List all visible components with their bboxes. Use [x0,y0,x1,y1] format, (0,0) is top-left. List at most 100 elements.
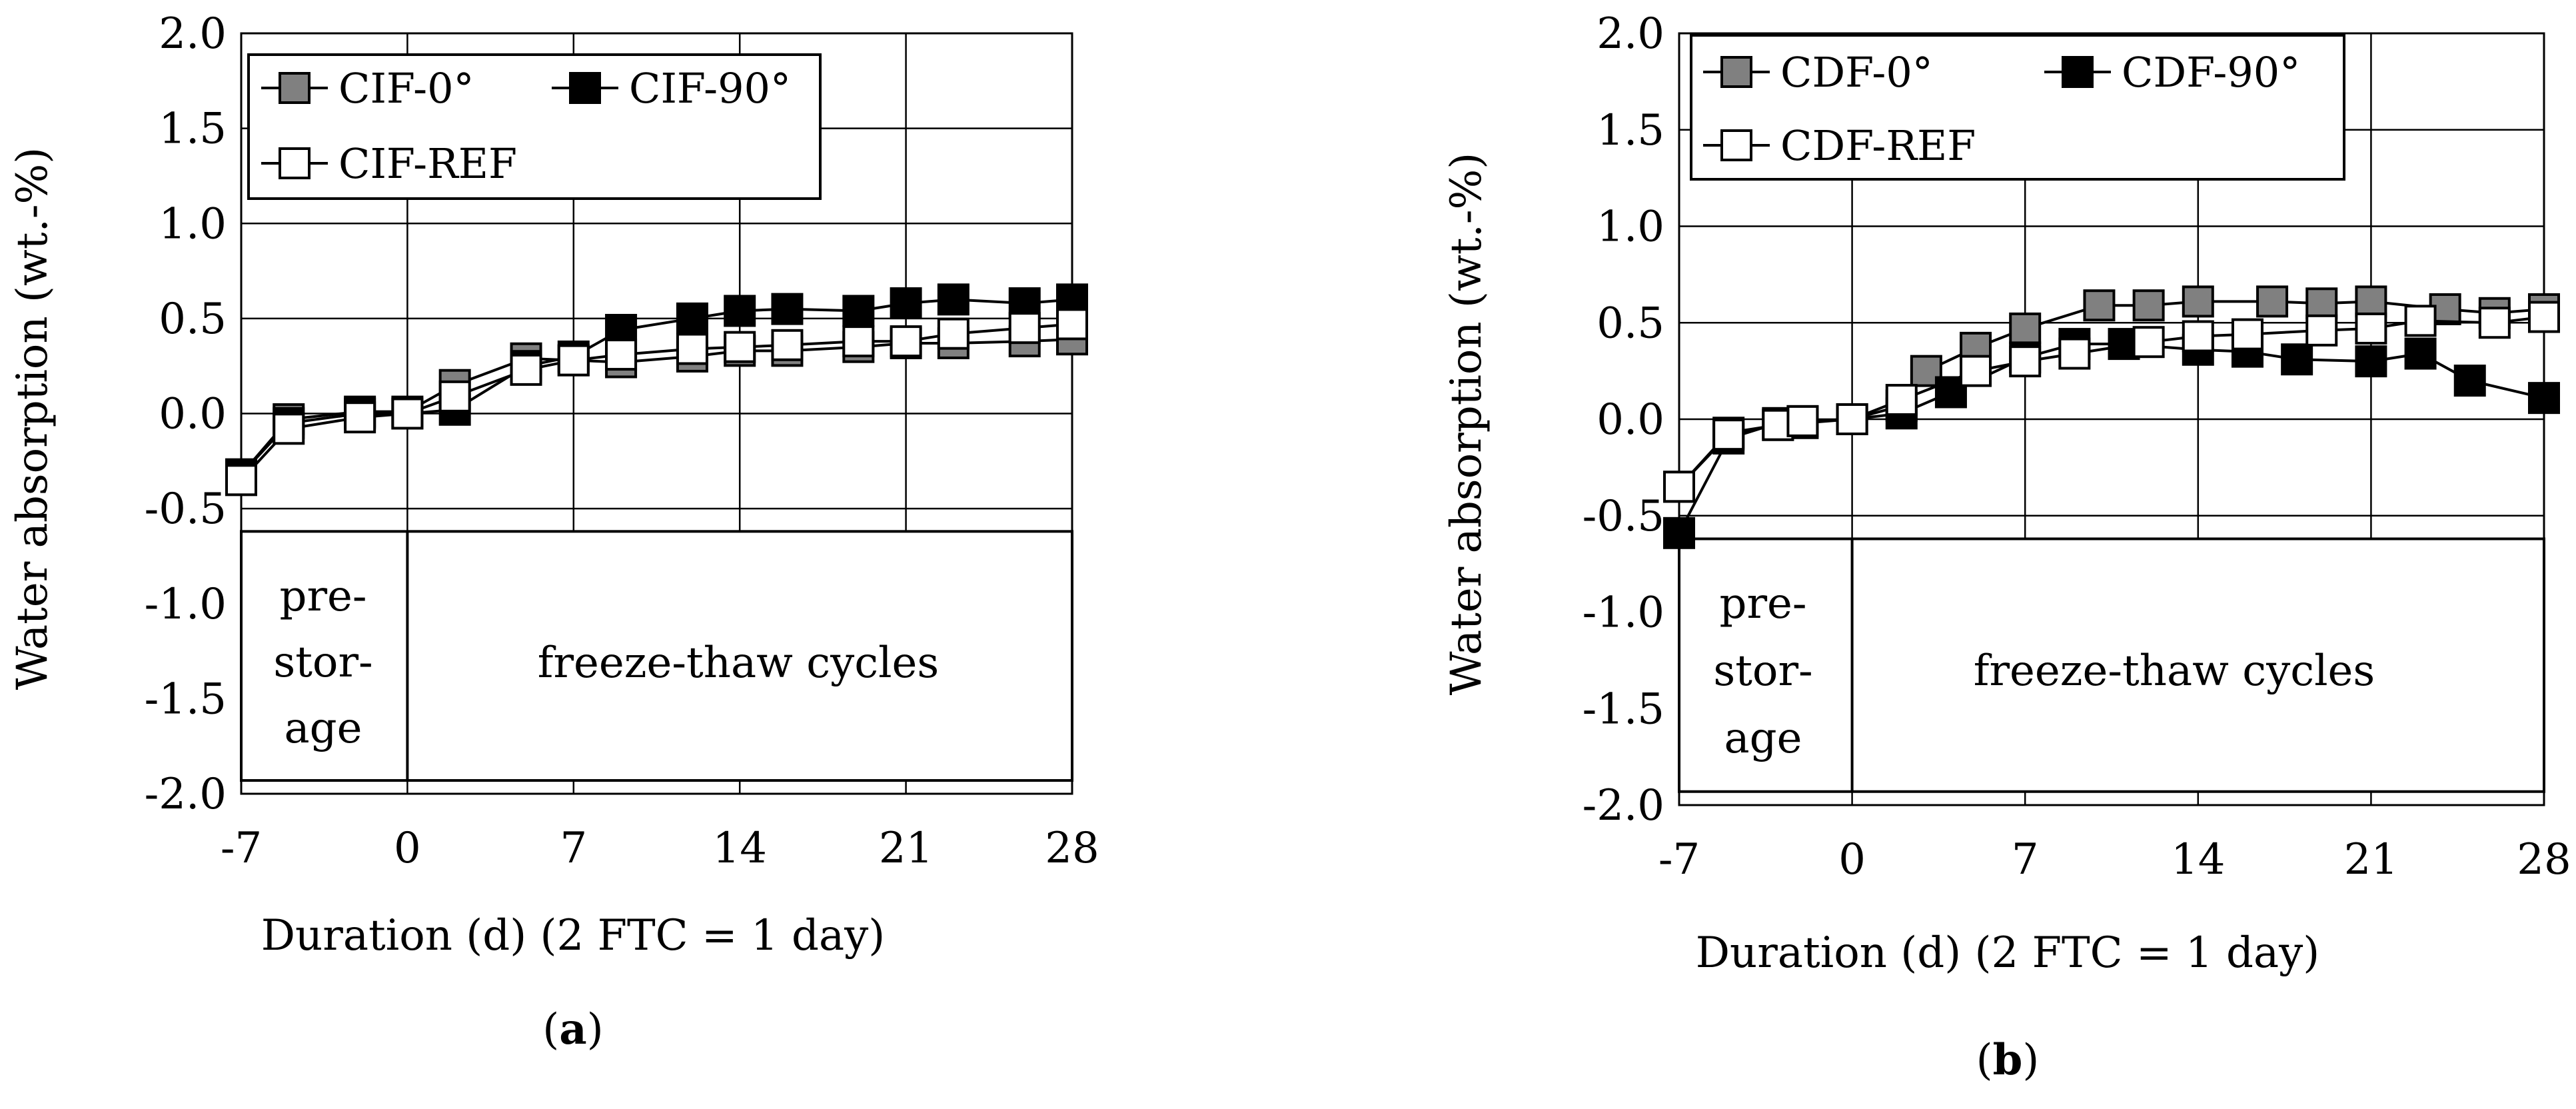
data-point [676,302,708,335]
legend-marker-2 [1720,129,1752,161]
panel-letter-b: b [1993,1035,2023,1085]
band-box [240,530,1073,782]
legend-marker-2 [279,147,311,179]
duration-band [1678,537,2545,806]
data-point [391,397,424,430]
data-point [273,413,305,445]
y-tick-label: 0.0 [159,390,227,439]
data-point [1786,405,1819,437]
series-line [240,323,1073,481]
x-tick-label: 28 [2517,835,2571,884]
legend: CDF-0° CDF-90° CDF-REF [1690,34,2345,181]
legend-entry: CDF-90° [2044,48,2300,97]
x-tick-label: 14 [2171,835,2225,884]
legend-entry: CDF-REF [1703,121,1976,170]
y-axis-title: Water absorption (wt.-%) [1442,153,1491,695]
y-tick-label: -0.5 [145,485,227,534]
data-point [2528,382,2560,415]
prestorage-label-line-2: stor- [273,638,372,687]
series-CIF-90° [225,283,1088,491]
y-tick-label: 0.5 [1597,299,1664,348]
band-box [1678,537,2545,793]
ftc-label: freeze-thaw cycles [1974,646,2375,696]
legend-label-1: CDF-90° [2122,48,2300,97]
data-point [842,325,875,358]
data-point [2355,285,2387,318]
data-point [2404,305,2437,337]
data-point [890,325,922,358]
legend-entry: CIF-0° [261,64,474,113]
y-tick-label: -1.5 [1583,684,1664,734]
data-point [2083,289,2116,322]
data-point [724,331,756,363]
y-tick-label: 1.5 [159,105,227,154]
data-point [2305,287,2338,320]
data-point [225,464,257,497]
prestorage-label-line-1: pre- [1719,579,1806,628]
data-point [2182,320,2214,353]
y-tick-label: -0.5 [1583,492,1664,541]
y-tick-label: 0.0 [1597,395,1664,445]
data-point [1663,471,1695,503]
data-point [771,329,804,361]
data-point [510,353,542,386]
x-tick-label: 0 [394,824,421,873]
series-line [240,338,1073,476]
data-point [2453,365,2486,397]
prestorage-label-line-3: age [1724,714,1802,763]
data-point [2182,285,2214,318]
data-point [2009,312,2042,345]
duration-band [240,530,1073,795]
legend-entry: CIF-90° [552,64,791,113]
data-point [1712,419,1745,451]
y-axis-title: Water absorption (wt.-%) [8,147,57,690]
data-point [2355,312,2387,345]
y-tick-label: 1.5 [1597,106,1664,155]
y-tick-label: 1.0 [1597,203,1664,252]
data-point [2132,326,2165,359]
legend-label-0: CIF-0° [338,64,474,113]
y-tick-label: -2.0 [1583,781,1664,830]
data-point [1836,403,1868,435]
legend: CIF-0° CIF-90° CIF-REF [247,53,822,200]
data-point [2058,337,2091,370]
data-point [2404,337,2437,370]
data-point [890,287,922,320]
x-tick-label: 21 [2344,835,2398,884]
x-tick-label: 0 [1838,835,1866,884]
band-labels: pre- stor- age freeze-thaw cycles [273,572,939,753]
x-axis-title: Duration (d) (2 FTC = 1 day) [1696,928,2320,978]
prestorage-label-line-3: age [285,704,362,753]
panel-label-b: (b) [1976,1035,2040,1085]
data-point [676,333,708,365]
data-point [1008,312,1041,345]
legend-label-0: CDF-0° [1780,48,1933,97]
panel-letter-a: a [559,1004,586,1054]
x-tick-label: 14 [712,824,766,873]
data-point [2256,285,2289,318]
data-point [2009,345,2042,378]
y-tick-label: -2.0 [145,770,227,819]
data-point [2305,314,2338,347]
data-point [2132,289,2165,322]
x-tick-label: 7 [560,824,587,873]
tick-labels: 2.0 1.5 1.0 0.5 0.0 -0.5 -1.0 -1.5 -2.0 -7 0 7 14 21 2… [1583,9,2571,884]
legend-box [1690,34,2345,181]
chart-panel-a: 2.0 1.5 1.0 0.5 0.0 -0.5 -1.0 -1.5 -2.0 -7 0 7 14 21 2… [8,9,1099,1054]
legend-label-1: CIF-90° [629,64,791,113]
y-tick-label: 2.0 [1597,9,1664,59]
data-point [1960,355,1992,387]
legend-entry: CDF-0° [1703,48,1933,97]
data-point [842,295,875,327]
legend-marker-0 [1720,56,1752,88]
data-point [937,283,969,316]
x-tick-label: -7 [221,824,262,873]
prestorage-label-line-1: pre- [279,572,366,621]
data-point [937,317,969,350]
prestorage-label-line-2: stor- [1713,646,1812,696]
data-point [771,293,804,325]
data-point [557,344,590,377]
data-point [1885,384,1918,417]
plot-area: 2.0 1.5 1.0 0.5 0.0 -0.5 -1.0 -1.5 -2.0 -7 0 7 14 21 2… [1583,9,2571,884]
